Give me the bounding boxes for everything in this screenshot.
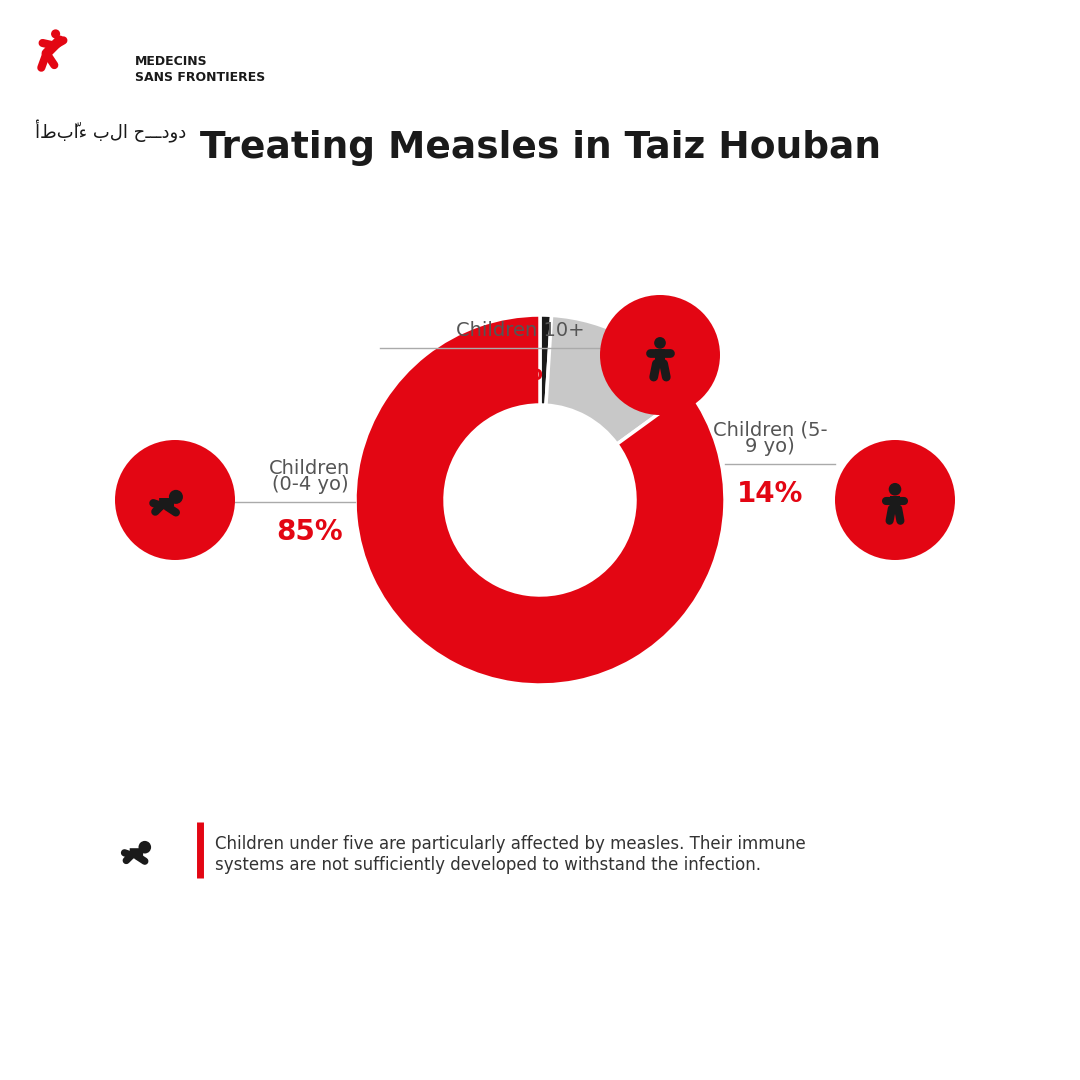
Text: Children (5-: Children (5-: [713, 421, 827, 440]
FancyBboxPatch shape: [890, 496, 900, 509]
FancyBboxPatch shape: [130, 848, 143, 856]
Text: Children: Children: [269, 459, 351, 478]
Circle shape: [654, 337, 666, 349]
Circle shape: [835, 440, 955, 561]
Text: Children 10+: Children 10+: [456, 321, 584, 340]
Text: 9 yo): 9 yo): [745, 437, 795, 456]
Text: أطبّاء بلا حـــدود: أطبّاء بلا حـــدود: [35, 120, 186, 144]
Text: 14%: 14%: [737, 480, 804, 508]
FancyBboxPatch shape: [654, 349, 665, 364]
Text: 1%: 1%: [497, 357, 543, 386]
Text: 85%: 85%: [276, 518, 343, 546]
Circle shape: [889, 483, 902, 496]
Wedge shape: [540, 315, 552, 405]
Circle shape: [51, 29, 60, 39]
Text: (0-4 yo): (0-4 yo): [272, 475, 349, 494]
Text: systems are not sufficiently developed to withstand the infection.: systems are not sufficiently developed t…: [215, 856, 761, 874]
Wedge shape: [546, 315, 690, 444]
Circle shape: [138, 841, 151, 853]
Circle shape: [168, 490, 183, 504]
Text: Children under five are particularly affected by measles. Their immune: Children under five are particularly aff…: [215, 835, 806, 853]
FancyBboxPatch shape: [159, 498, 174, 507]
Text: MEDECINS
SANS FRONTIERES: MEDECINS SANS FRONTIERES: [135, 55, 266, 84]
Wedge shape: [355, 315, 725, 685]
Circle shape: [114, 440, 235, 561]
Circle shape: [600, 295, 720, 415]
Text: Treating Measles in Taiz Houban: Treating Measles in Taiz Houban: [200, 130, 880, 166]
